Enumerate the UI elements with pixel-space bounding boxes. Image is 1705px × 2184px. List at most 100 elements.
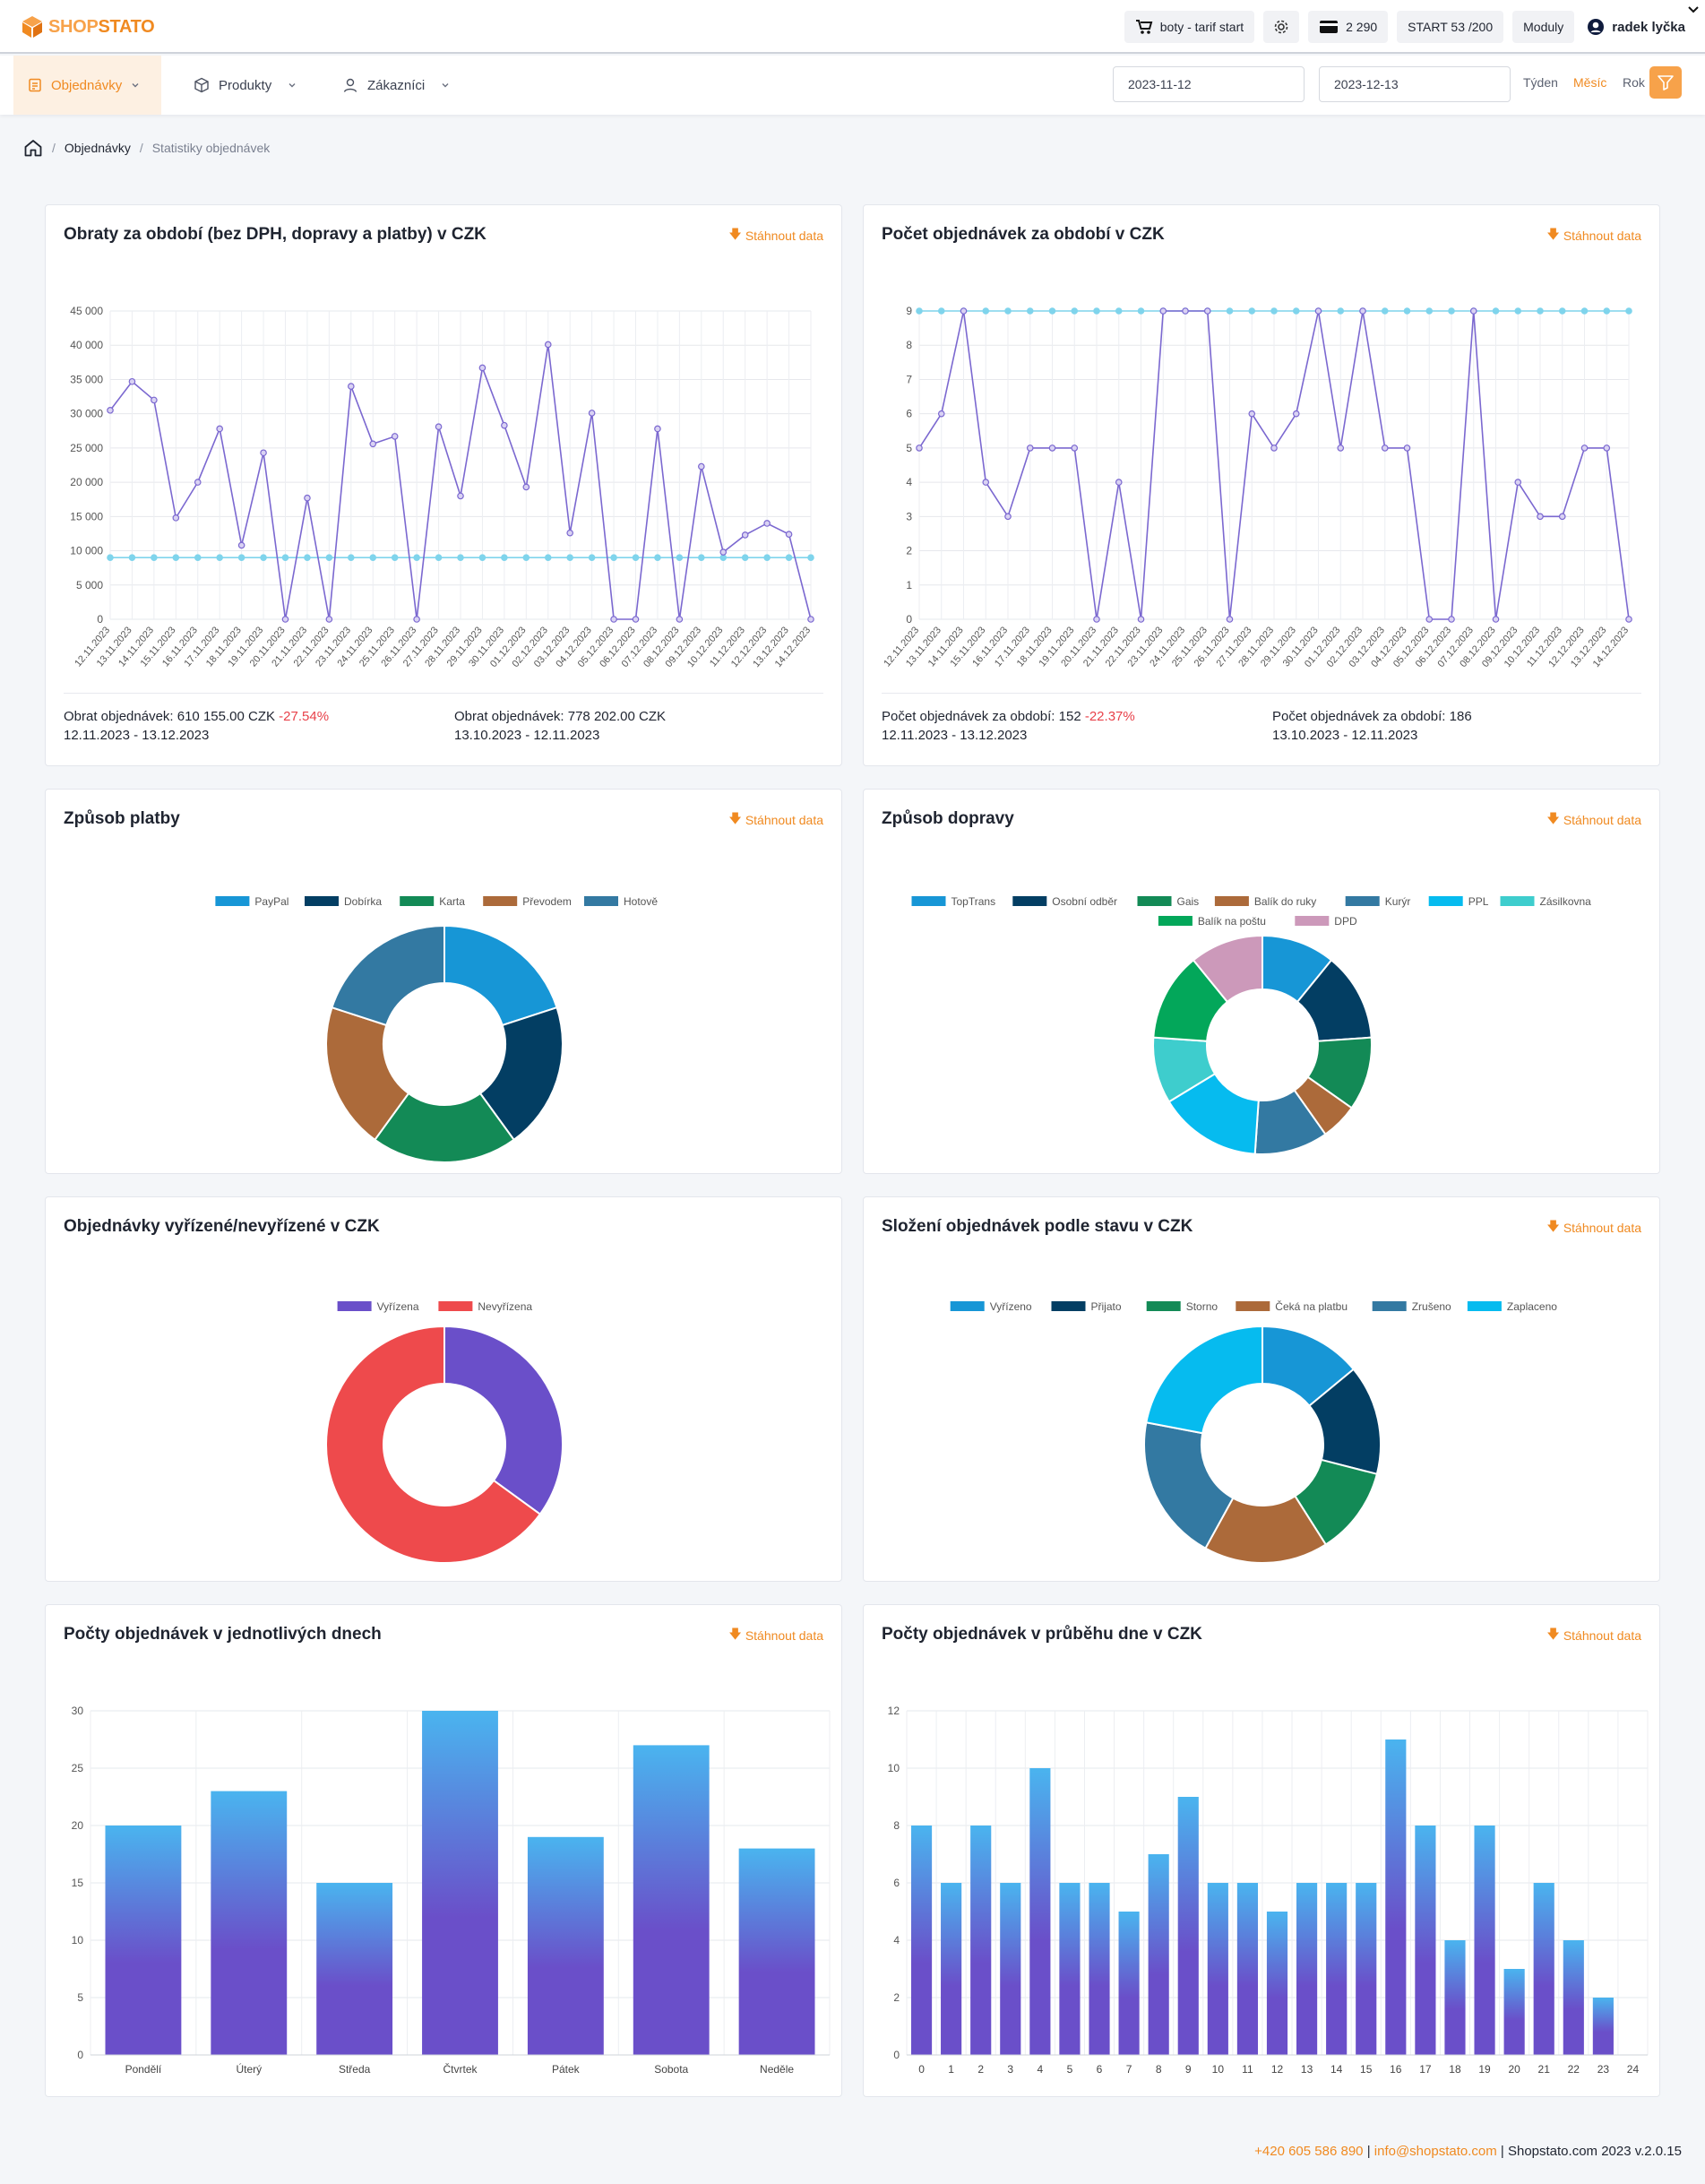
nav-products[interactable]: Produkty	[179, 56, 311, 115]
y-tick-label: 30	[72, 1705, 84, 1717]
y-tick-label: 2	[893, 1991, 900, 2004]
x-tick-label: 5	[1067, 2063, 1073, 2076]
order-status-download-link[interactable]: 🡇 Stáhnout data	[1546, 1217, 1641, 1239]
period-month-button[interactable]: Měsíc	[1573, 75, 1607, 90]
order-status-doughnut-chart: Vyřízeno Přijato Storno Čeká na platbu Zruše…	[950, 1299, 1557, 1564]
nav-orders[interactable]: Objednávky	[13, 56, 161, 115]
data-point	[1381, 307, 1389, 315]
legend-label: Převodem	[522, 895, 572, 908]
pie-slice	[331, 924, 445, 1027]
plan-button[interactable]: START 53 /200	[1397, 11, 1504, 43]
y-tick-label: 5 000	[76, 579, 103, 591]
x-tick-label: 10	[1212, 2063, 1225, 2076]
data-point	[1004, 513, 1012, 521]
y-tick-label: 10	[888, 1762, 900, 1774]
legend-swatch	[483, 896, 518, 906]
x-tick-label: 0	[918, 2063, 925, 2076]
y-tick-label: 1	[906, 579, 912, 591]
data-point	[1115, 479, 1123, 486]
user-menu[interactable]: radek lyčka	[1583, 18, 1685, 36]
footer-email-link[interactable]: info@shopstato.com	[1373, 2144, 1497, 2159]
period-year-button[interactable]: Rok	[1623, 75, 1645, 90]
modules-button[interactable]: Moduly	[1512, 11, 1575, 43]
revenue-download-link[interactable]: 🡇 Stáhnout data	[728, 225, 823, 246]
data-point	[982, 307, 990, 315]
data-point	[522, 554, 530, 562]
nav-customers[interactable]: Zákazníci	[328, 56, 464, 115]
data-point	[544, 554, 552, 562]
bar	[1356, 1883, 1377, 2055]
order-count-download-link[interactable]: 🡇 Stáhnout data	[1546, 225, 1641, 246]
order-count-title: Počet objednávek za období v CZK	[882, 225, 1165, 244]
bar	[1177, 1797, 1199, 2055]
bar	[1444, 1940, 1466, 2055]
handled-orders-title: Objednávky vyřízené/nevyřízené v CZK	[64, 1217, 380, 1236]
data-point	[1514, 479, 1522, 486]
chevron-down-icon[interactable]	[1687, 4, 1700, 16]
filter-button[interactable]	[1649, 66, 1682, 99]
orders-icon	[29, 78, 41, 92]
y-tick-label: 25	[72, 1762, 84, 1774]
y-tick-label: 5	[77, 1991, 83, 2004]
data-point	[1492, 616, 1500, 623]
breadcrumb-separator: /	[139, 141, 143, 155]
data-point	[588, 554, 596, 562]
data-point	[1580, 445, 1589, 452]
data-point	[676, 554, 684, 562]
data-point	[632, 616, 640, 623]
weekday-orders-bar-chart: 0 5 10 15 20 25 30 Pondělí Úterý Středa Čtvrtek Pát…	[72, 1705, 831, 2076]
data-point	[369, 440, 377, 448]
shipping-method-card: Způsob dopravy 🡇 Stáhnout data TopTrans Os…	[863, 789, 1660, 1174]
y-tick-label: 20	[72, 1819, 84, 1832]
data-point	[741, 531, 749, 539]
legend-label: Čeká na platbu	[1275, 1299, 1348, 1313]
order-count-current-summary: Počet objednávek za období: 152 -22.37% …	[882, 709, 1135, 743]
footer-phone-link[interactable]: +420 605 586 890	[1254, 2144, 1364, 2159]
shipping-method-title: Způsob dopravy	[882, 809, 1014, 828]
shop-selector-button[interactable]: boty - tarif start	[1124, 11, 1255, 43]
weekday-orders-download-link[interactable]: 🡇 Stáhnout data	[728, 1625, 823, 1646]
data-point	[457, 492, 464, 500]
data-point	[1558, 513, 1566, 521]
data-point	[654, 554, 661, 562]
cart-icon	[1135, 20, 1153, 34]
bar	[1326, 1883, 1348, 2055]
legend-swatch	[305, 896, 339, 906]
order-count-line-chart: 012345678912.11.202313.11.202314.11.2023…	[882, 305, 1632, 669]
y-tick-label: 45 000	[70, 305, 103, 317]
order-count-card: Počet objednávek za období v CZK 🡇 Stáhno…	[863, 204, 1660, 766]
bar	[1059, 1883, 1081, 2055]
y-tick-label: 8	[893, 1819, 900, 1832]
pie-slice	[1143, 1421, 1235, 1550]
breadcrumb-orders-link[interactable]: Objednávky	[64, 141, 131, 155]
period-week-button[interactable]: Týden	[1523, 75, 1558, 90]
shipping-method-download-link[interactable]: 🡇 Stáhnout data	[1546, 809, 1641, 831]
y-tick-label: 25 000	[70, 442, 103, 454]
y-tick-label: 10 000	[70, 545, 103, 557]
y-tick-label: 6	[893, 1877, 900, 1889]
y-tick-label: 35 000	[70, 373, 103, 385]
hourly-orders-download-link[interactable]: 🡇 Stáhnout data	[1546, 1625, 1641, 1646]
home-icon[interactable]	[23, 138, 43, 158]
bar	[1503, 1969, 1525, 2055]
date-to-input[interactable]	[1319, 66, 1511, 102]
settings-button[interactable]	[1263, 11, 1300, 43]
modules-label: Moduly	[1523, 20, 1564, 34]
payment-method-download-link[interactable]: 🡇 Stáhnout data	[728, 809, 823, 831]
y-tick-label: 7	[906, 373, 912, 385]
arrow-down-icon: 🡇	[1546, 811, 1560, 825]
x-tick-label: Čtvrtek	[443, 2062, 478, 2076]
handled-orders-doughnut-chart: Vyřízena Nevyřízena	[325, 1300, 564, 1564]
x-tick-label: 11	[1242, 2063, 1253, 2076]
bar	[1592, 1998, 1614, 2055]
footer-divider: |	[1366, 2144, 1371, 2159]
y-tick-label: 20 000	[70, 476, 103, 488]
y-tick-label: 4	[893, 1934, 900, 1947]
date-from-input[interactable]	[1113, 66, 1305, 102]
shopstato-logo[interactable]: SHOPSTATO	[22, 14, 155, 39]
data-point	[501, 554, 508, 562]
data-point	[982, 479, 990, 486]
legend-swatch	[1146, 1301, 1181, 1311]
data-point	[1537, 513, 1544, 521]
credits-button[interactable]: 2 290	[1308, 11, 1389, 43]
